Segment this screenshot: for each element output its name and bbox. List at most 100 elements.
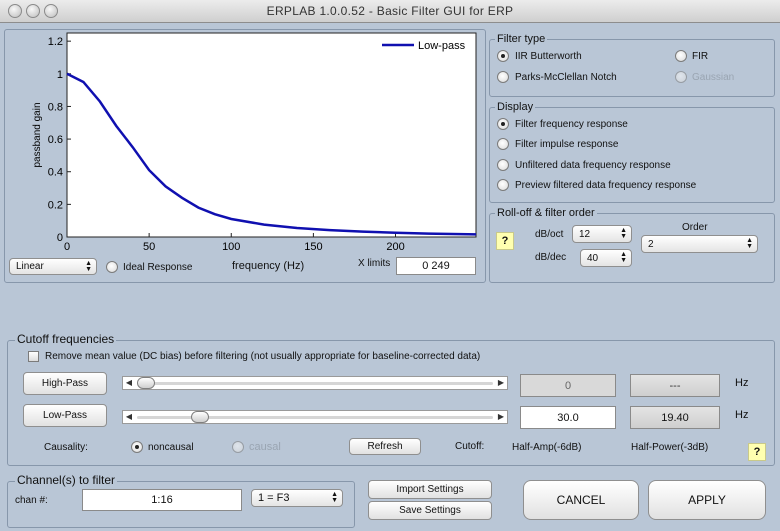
scale-select[interactable]: Linear ▲ ▼ [9, 258, 97, 275]
dc-bias-checkbox[interactable] [28, 351, 39, 362]
import-settings-button[interactable]: Import Settings [368, 480, 492, 499]
filter-type-panel [489, 39, 775, 97]
high-pass-slider[interactable]: ◀ ▶ [122, 376, 508, 390]
save-settings-button[interactable]: Save Settings [368, 501, 492, 520]
causality-label: Causality: [44, 442, 88, 453]
high-pass-power-field: --- [630, 374, 720, 397]
iir-butterworth-label: IIR Butterworth [515, 51, 582, 62]
low-pass-slider[interactable]: ◀ ▶ [122, 410, 508, 424]
slider-track [137, 382, 493, 385]
ideal-response-label: Ideal Response [123, 262, 193, 273]
half-power-label: Half-Power(-3dB) [631, 442, 709, 453]
low-pass-button[interactable]: Low-Pass [23, 404, 107, 427]
noncausal-radio[interactable] [131, 441, 143, 453]
dboct-select[interactable]: 12 ▲ ▼ [572, 225, 632, 243]
low-pass-hz-label: Hz [735, 409, 749, 421]
display-preview-filtered-label: Preview filtered data frequency response [515, 180, 697, 191]
channel-select[interactable]: 1 = F3 ▲ ▼ [251, 489, 343, 507]
x-tick-label: 100 [222, 241, 240, 253]
updown-arrows-icon: ▲ ▼ [746, 237, 753, 250]
iir-butterworth-radio[interactable] [497, 50, 509, 62]
minimize-window-icon[interactable] [26, 4, 40, 18]
low-pass-curve [66, 72, 477, 236]
causal-radio [232, 441, 244, 453]
rolloff-help-icon[interactable]: ? [496, 232, 514, 250]
x-axis-label: frequency (Hz) [232, 260, 305, 272]
left-arrow-icon[interactable]: ◀ [125, 412, 133, 421]
noncausal-label: noncausal [148, 442, 194, 453]
cutoff-label: Cutoff: [455, 441, 485, 452]
rolloff-panel [489, 213, 775, 283]
cutoff-panel [7, 340, 775, 466]
x-tick-label: 50 [143, 241, 155, 253]
zoom-window-icon[interactable] [44, 4, 58, 18]
dbdec-select[interactable]: 40 ▲ ▼ [580, 249, 632, 267]
display-unfiltered-data-radio[interactable] [497, 159, 509, 171]
y-axis-label: passband gain [32, 102, 43, 167]
refresh-button[interactable]: Refresh [349, 438, 421, 455]
xlimits-input[interactable]: 0 249 [396, 257, 476, 275]
display-impulse-response-label: Filter impulse response [515, 139, 619, 150]
chan-label: chan #: [15, 495, 48, 506]
dc-bias-label: Remove mean value (DC bias) before filte… [45, 351, 481, 362]
x-tick-label: 200 [386, 241, 404, 253]
dbdec-label: dB/dec [535, 252, 567, 263]
display-title: Display [495, 101, 536, 113]
order-label: Order [682, 222, 708, 233]
display-unfiltered-data-label: Unfiltered data frequency response [515, 160, 671, 171]
high-pass-slider-thumb[interactable] [137, 377, 155, 389]
causal-label: causal [249, 441, 281, 453]
fir-radio[interactable] [675, 50, 687, 62]
dboct-label: dB/oct [535, 229, 564, 240]
display-impulse-response-radio[interactable] [497, 138, 509, 150]
gaussian-label: Gaussian [692, 72, 735, 83]
order-select[interactable]: 2 ▲ ▼ [641, 235, 758, 253]
y-tick-label: 0.8 [48, 101, 63, 113]
high-pass-value-field: 0 [520, 374, 616, 397]
apply-button[interactable]: APPLY [648, 480, 766, 520]
high-pass-hz-label: Hz [735, 377, 749, 389]
dboct-value: 12 [579, 228, 591, 240]
display-preview-filtered-radio[interactable] [497, 179, 509, 191]
right-arrow-icon[interactable]: ▶ [497, 378, 505, 387]
ideal-response-radio[interactable] [106, 261, 118, 273]
plot-panel [4, 29, 486, 283]
updown-arrows-icon: ▲ ▼ [331, 491, 338, 504]
xlimits-label: X limits [358, 258, 391, 269]
gaussian-radio [675, 71, 687, 83]
dbdec-value: 40 [587, 252, 599, 264]
channels-title: Channel(s) to filter [15, 473, 118, 487]
cutoff-title: Cutoff frequencies [15, 332, 117, 346]
updown-arrows-icon: ▲ ▼ [85, 259, 92, 273]
updown-arrows-icon: ▲ ▼ [620, 227, 627, 240]
parks-mcclellan-radio[interactable] [497, 71, 509, 83]
display-frequency-response-radio[interactable] [497, 118, 509, 130]
cutoff-help-icon[interactable]: ? [748, 443, 766, 461]
low-pass-value-field[interactable]: 30.0 [520, 406, 616, 429]
y-tick-label: 1.2 [48, 36, 63, 48]
scale-select-value: Linear [16, 261, 44, 272]
close-window-icon[interactable] [8, 4, 22, 18]
x-tick-label: 0 [64, 241, 70, 253]
y-tick-label: 1 [57, 69, 63, 81]
channel-select-value: 1 = F3 [258, 492, 290, 504]
display-frequency-response-label: Filter frequency response [515, 119, 628, 130]
parks-mcclellan-label: Parks-McClellan Notch [515, 72, 617, 83]
fir-label: FIR [692, 51, 709, 62]
right-arrow-icon[interactable]: ▶ [497, 412, 505, 421]
low-pass-slider-thumb[interactable] [191, 411, 210, 423]
channel-input[interactable]: 1:16 [82, 489, 242, 511]
low-pass-power-field: 19.40 [630, 406, 720, 429]
y-tick-label: 0 [57, 232, 63, 244]
order-value: 2 [648, 238, 654, 250]
high-pass-button[interactable]: High-Pass [23, 372, 107, 395]
half-amp-label: Half-Amp(-6dB) [512, 442, 582, 453]
plot-axes [66, 32, 477, 238]
cancel-button[interactable]: CANCEL [523, 480, 639, 520]
window-title: ERPLAB 1.0.0.52 - Basic Filter GUI for E… [266, 4, 514, 18]
x-tick-label: 150 [304, 241, 322, 253]
filter-type-title: Filter type [495, 33, 548, 45]
y-tick-label: 0.6 [48, 134, 63, 146]
left-arrow-icon[interactable]: ◀ [125, 378, 133, 387]
legend-label: Low-pass [418, 40, 466, 52]
